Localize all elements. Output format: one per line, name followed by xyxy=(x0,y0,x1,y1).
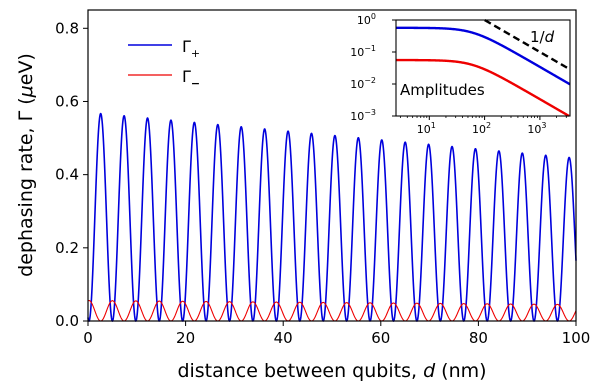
inset-plot: 101 102 103 10−3 10−2 10−1 100 Amplitudes 1/d xyxy=(350,12,571,136)
main-axes-frame xyxy=(87,9,577,322)
inset-axes-frame xyxy=(395,19,571,117)
x-tick-label: 0 xyxy=(83,329,93,347)
y-tick-label: 0.4 xyxy=(55,166,79,184)
series-line-gamma-minus xyxy=(87,299,577,322)
x-tick-label: 100 xyxy=(562,329,591,347)
x-tick-label: 80 xyxy=(469,329,488,347)
inset-x-tick-label: 103 xyxy=(527,121,546,136)
inset-series-line-blue xyxy=(396,26,571,86)
inset-y-tick-label: 10−3 xyxy=(350,108,376,123)
x-axis-title: distance between qubits, d (nm) xyxy=(177,360,486,382)
inset-x-tick-label: 102 xyxy=(472,121,491,136)
y-tick-label: 0.2 xyxy=(55,239,79,257)
legend: Γ+ Γ− xyxy=(128,37,200,90)
inset-y-tick-label: 10−1 xyxy=(350,44,376,59)
inset-series-line-red xyxy=(396,58,570,117)
y-tick-label: 0.6 xyxy=(55,92,79,110)
legend-label-gamma-plus: Γ+ xyxy=(182,37,200,60)
inset-amplitudes-label: Amplitudes xyxy=(400,81,485,99)
x-tick-label: 40 xyxy=(274,329,293,347)
series-line-gamma-plus xyxy=(87,112,577,322)
main-ticks: 0 20 40 60 80 100 0.0 0.2 0.4 0.6 0.8 xyxy=(55,19,590,347)
x-tick-label: 20 xyxy=(176,329,195,347)
y-tick-label: 0.0 xyxy=(55,312,79,330)
inset-x-tick-label: 101 xyxy=(417,121,436,136)
legend-label-gamma-minus: Γ− xyxy=(182,67,200,90)
y-tick-label: 0.8 xyxy=(55,19,79,37)
inset-y-tick-label: 10−2 xyxy=(350,76,376,91)
inset-y-tick-label: 100 xyxy=(357,12,376,27)
main-series-lines xyxy=(87,112,577,322)
inset-one-over-d-annotation: 1/d xyxy=(530,28,555,46)
inset-series-lines xyxy=(396,19,571,117)
y-axis-title: dephasing rate, Γ (μeV) xyxy=(15,53,37,277)
x-tick-label: 60 xyxy=(371,329,390,347)
main-plot: 0 20 40 60 80 100 0.0 0.2 0.4 0.6 0.8 distance bet… xyxy=(15,9,590,382)
inset-series-line-one-over-d xyxy=(484,19,571,71)
